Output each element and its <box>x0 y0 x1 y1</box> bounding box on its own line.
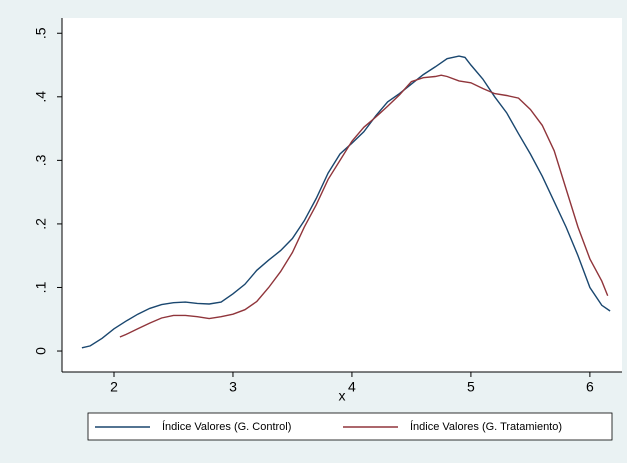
y-tick-label: .5 <box>33 27 49 39</box>
legend-label: Índice Valores (G. Tratamiento) <box>410 420 562 433</box>
y-tick-label: .1 <box>33 281 49 293</box>
x-tick-label: 2 <box>110 379 118 395</box>
y-tick-label: .2 <box>33 218 49 230</box>
legend-entry: Índice Valores (G. Tratamiento) <box>343 420 562 433</box>
density-line <box>119 74 609 338</box>
y-tick-label: .4 <box>33 91 49 103</box>
y-tick-label: 0 <box>33 347 49 355</box>
legend-entry: Índice Valores (G. Control) <box>95 420 291 433</box>
x-tick-label: 3 <box>229 379 237 395</box>
x-tick-label: 5 <box>467 379 475 395</box>
x-axis-label: x <box>339 388 346 404</box>
legend-label: Índice Valores (G. Control) <box>162 420 291 433</box>
density-line <box>81 55 611 349</box>
plot-area <box>62 18 622 372</box>
y-tick-label: .3 <box>33 154 49 166</box>
x-tick-label: 6 <box>586 379 594 395</box>
x-tick-label: 4 <box>348 379 356 395</box>
